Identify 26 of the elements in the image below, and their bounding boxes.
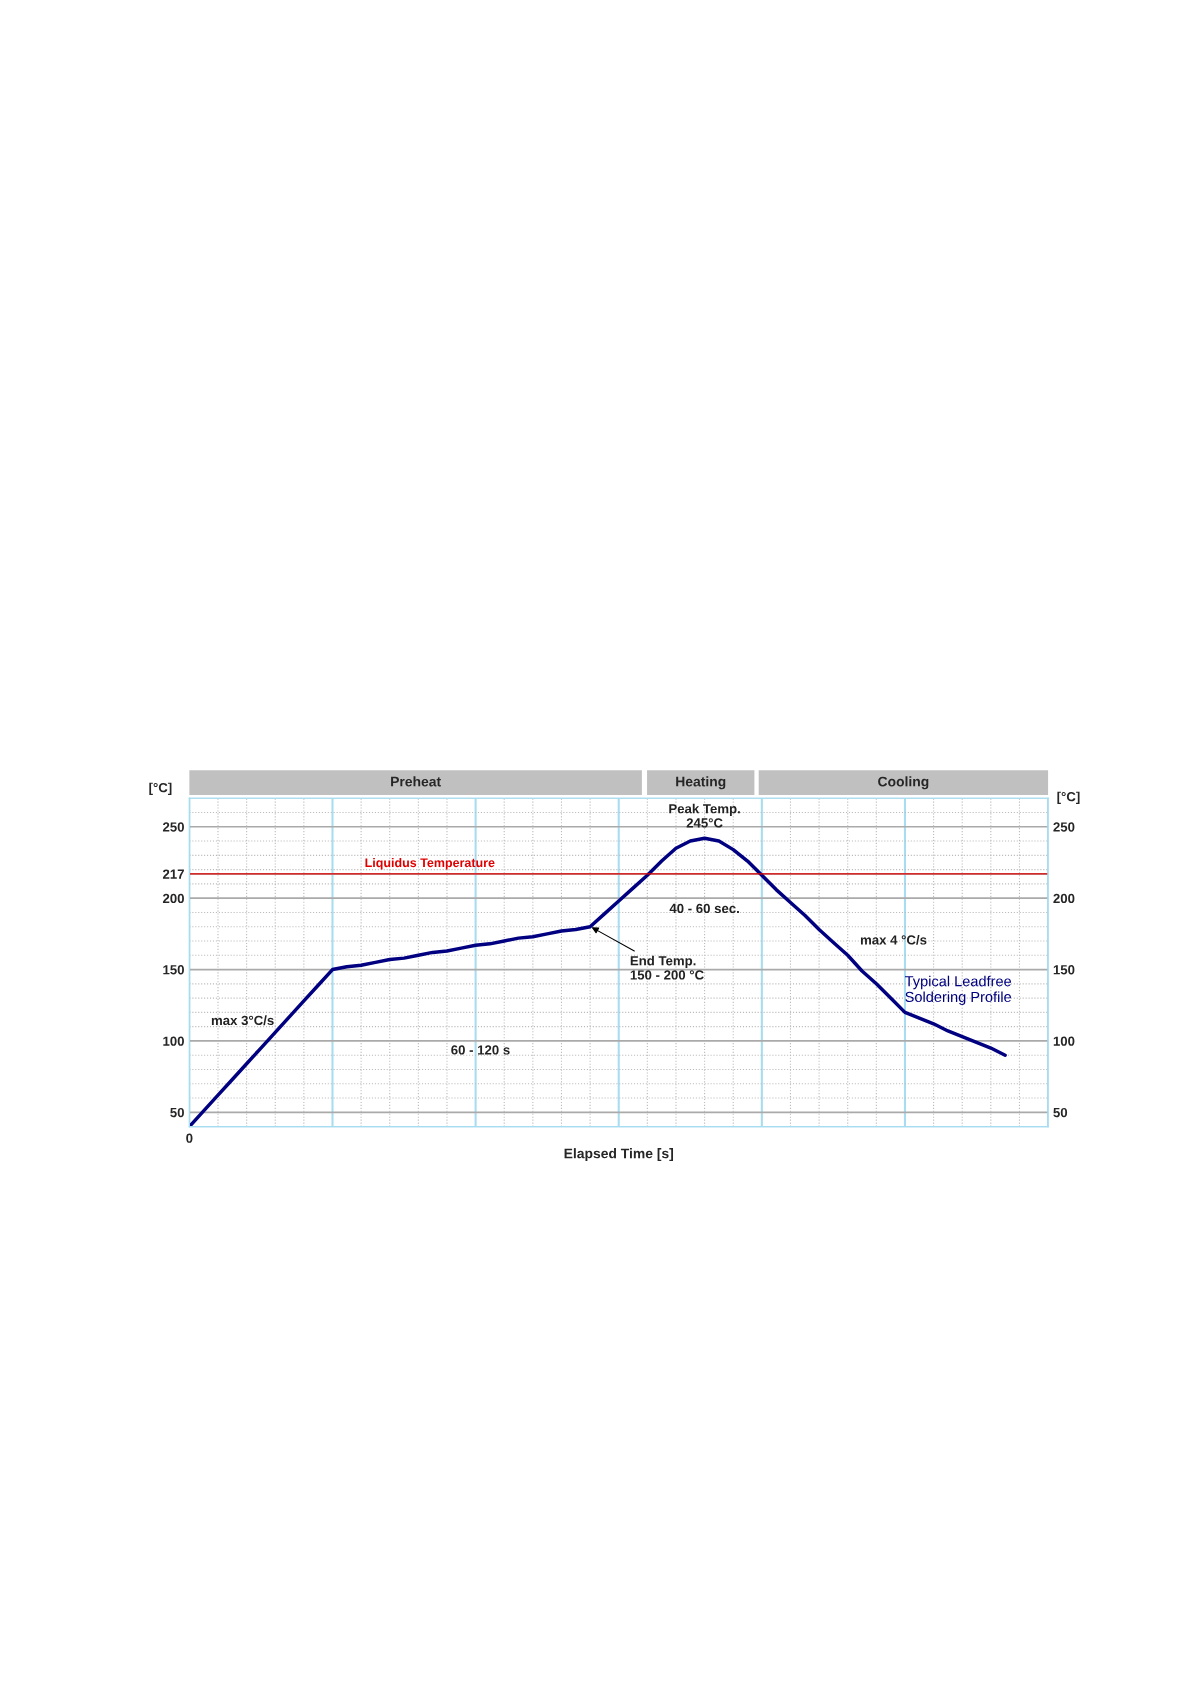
series-label: Typical Leadfree Soldering Profile: [905, 975, 1012, 1005]
y2-tick-label: 50: [1053, 1107, 1068, 1118]
annotation: max 3°C/s: [211, 1015, 274, 1026]
annotation: 40 - 60 sec.: [669, 903, 739, 914]
y-axis-title: [°C]: [149, 782, 172, 795]
y-tick-label: 100: [163, 1036, 184, 1046]
annotation: Peak Temp. 245°C: [669, 803, 740, 828]
y2-tick-label: 100: [1053, 1036, 1075, 1046]
annotation: 60 - 120 s: [451, 1045, 510, 1055]
y-tick-label: 50: [170, 1107, 184, 1118]
annotation: max 4 °C/s: [860, 934, 927, 945]
y-tick-label: 217: [162, 869, 184, 879]
y-tick-label: 250: [162, 822, 184, 832]
y2-tick-label: 250: [1053, 822, 1075, 832]
text: 0: [186, 1133, 193, 1143]
y-tick-label: 200: [162, 893, 184, 904]
y2-tick-label: 150: [1053, 965, 1075, 975]
ref-line-label: Liquidus Temperature: [365, 857, 495, 870]
text: Preheat: [391, 776, 441, 787]
y2-tick-label: 200: [1053, 893, 1075, 904]
text: Heating: [676, 776, 726, 790]
text: Cooling: [878, 776, 929, 790]
y2-axis-title: [°C]: [1057, 791, 1080, 804]
x-axis-title: Elapsed Time [s]: [564, 1148, 674, 1162]
annotation: End Temp. 150 - 200 °C: [630, 955, 704, 980]
y-tick-label: 150: [163, 965, 184, 975]
